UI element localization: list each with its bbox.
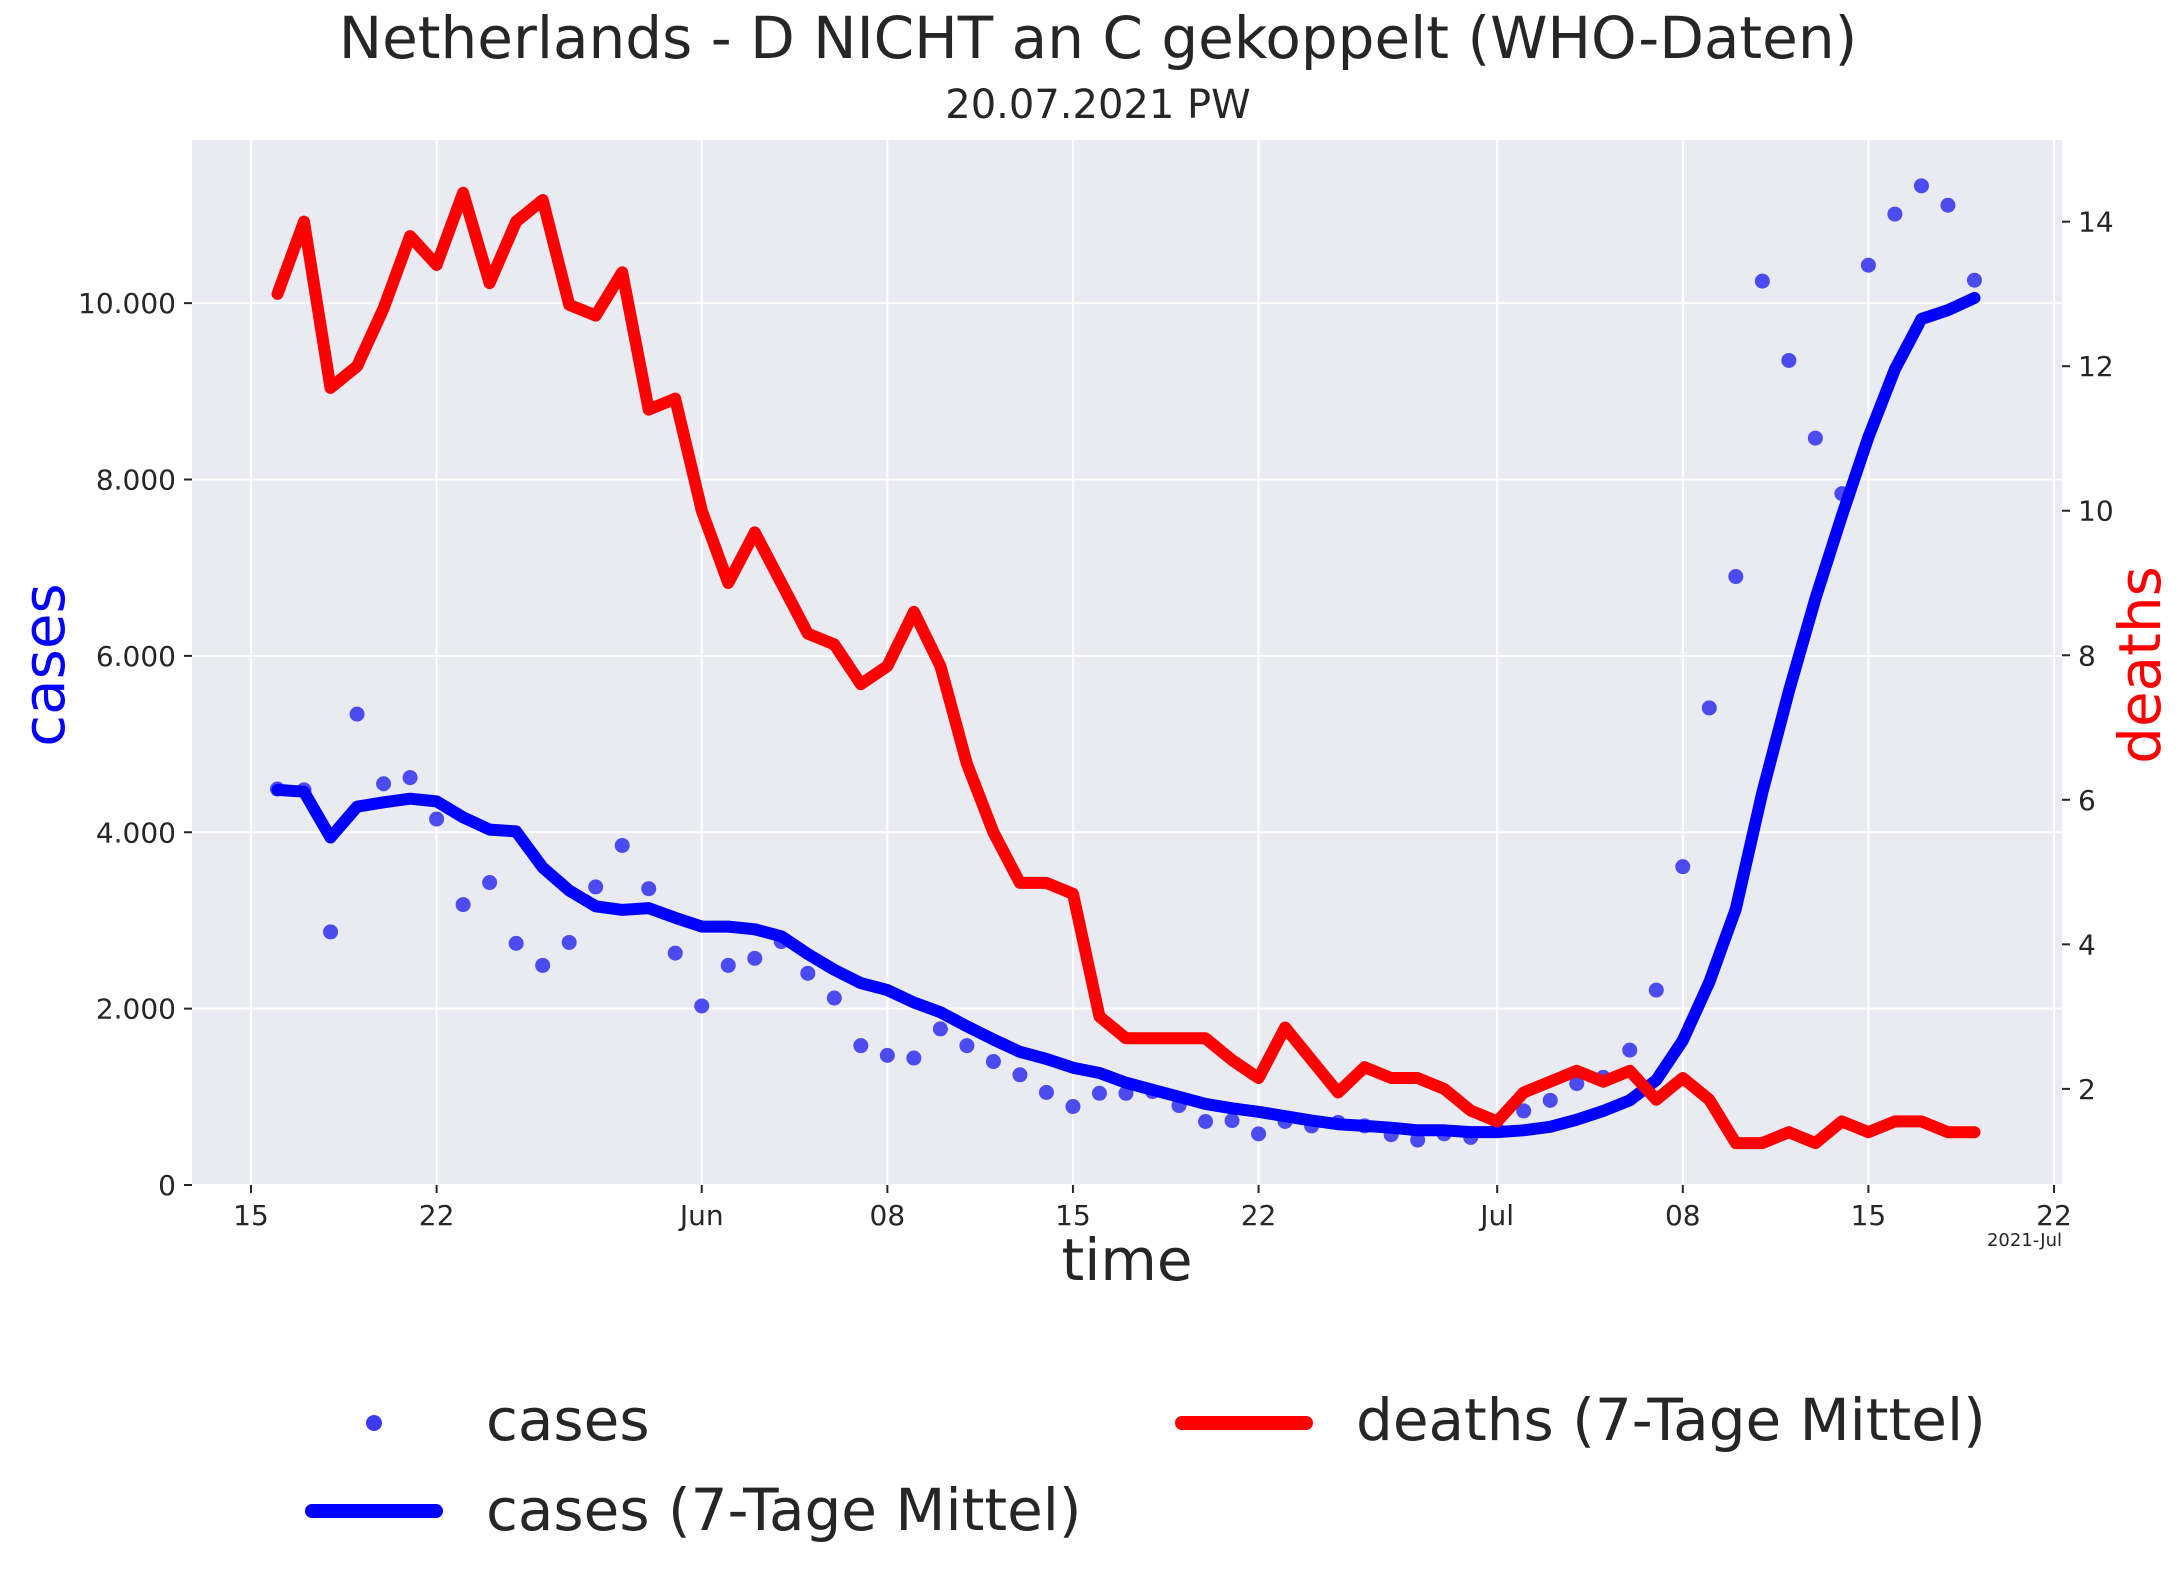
y-right-axis-ticks: 2 4 6 8 10 12 14 [2062, 206, 2114, 1106]
cases-point [1807, 430, 1823, 446]
cases-point [1728, 569, 1744, 585]
cases-point [932, 1021, 948, 1037]
x-gridlines [250, 140, 2055, 1185]
cases-point [853, 1038, 869, 1054]
cases-point [1860, 257, 1876, 273]
cases-point [985, 1054, 1001, 1070]
y-right-tick-label: 8 [2078, 639, 2096, 672]
x-tick-label: 22 [419, 1199, 455, 1232]
cases-point [1038, 1084, 1054, 1100]
cases-point [1913, 178, 1929, 194]
x-tick-label: 08 [870, 1199, 906, 1232]
y-left-tick-label: 2.000 [96, 993, 176, 1026]
y-left-tick-label: 0 [158, 1169, 176, 1202]
y-left-tick-label: 8.000 [96, 464, 176, 497]
y-left-tick-label: 4.000 [96, 816, 176, 849]
x-tick-label: 15 [1055, 1199, 1091, 1232]
cases-point [1675, 859, 1691, 875]
cases-point [906, 1050, 922, 1066]
y-right-axis-label: deaths [2106, 566, 2174, 764]
cases-point [535, 957, 551, 973]
cases-point [1648, 982, 1664, 998]
cases-point [1224, 1113, 1240, 1129]
cases-point [1966, 272, 1982, 288]
cases-point [1569, 1076, 1585, 1092]
cases-point [614, 837, 630, 853]
y-right-tick-label: 2 [2078, 1073, 2096, 1106]
x-tick-label: 08 [1665, 1199, 1701, 1232]
legend: cases cases (7-Tage Mittel) deaths (7-Ta… [305, 1386, 1986, 1544]
cases-point [349, 706, 365, 722]
chart-title: Netherlands - D NICHT an C gekoppelt (WH… [339, 4, 1858, 72]
x-tick-label: Jul [1478, 1199, 1514, 1232]
x-axis-ticks: 15 22 Jun 08 15 22 Jul 08 15 22 [233, 1185, 2072, 1232]
y-left-tick-label: 6.000 [96, 640, 176, 673]
cases-point [800, 965, 816, 981]
chart-subtitle: 20.07.2021 PW [945, 82, 1250, 128]
cases-point [508, 935, 524, 951]
cases-point [1091, 1085, 1107, 1101]
x-tick-label: 22 [2036, 1199, 2072, 1232]
deaths-7day-average-line [271, 186, 1981, 1150]
y-right-tick-label: 12 [2078, 350, 2114, 383]
x-axis-label: time [1061, 1226, 1192, 1294]
cases-point [879, 1047, 895, 1063]
cases-point [1622, 1042, 1638, 1058]
plot-area [192, 140, 2062, 1185]
legend-cases-average-label: cases (7-Tage Mittel) [486, 1476, 1082, 1544]
cases-point [455, 897, 471, 913]
cases-point [1251, 1126, 1267, 1142]
cases-point [1781, 352, 1797, 368]
cases-point [1940, 197, 1956, 213]
x-tick-label: 15 [233, 1199, 269, 1232]
cases-point [1701, 700, 1717, 716]
legend-cases-marker [366, 1415, 382, 1431]
cases-point [641, 881, 657, 897]
x-tick-label: 22 [1241, 1199, 1277, 1232]
y-left-tick-label: 10.000 [78, 287, 176, 320]
cases-point [1887, 206, 1903, 222]
cases-point [402, 770, 418, 786]
y-right-tick-label: 4 [2078, 928, 2096, 961]
cases-point [747, 950, 763, 966]
cases-point [1516, 1103, 1532, 1119]
cases-point [561, 934, 577, 950]
legend-deaths-average-label: deaths (7-Tage Mittel) [1356, 1386, 1986, 1454]
y-left-axis-label: cases [10, 583, 78, 747]
cases-point [826, 990, 842, 1006]
y-left-axis-ticks: 0 2.000 4.000 6.000 8.000 10.000 [78, 287, 192, 1202]
cases-point [482, 875, 498, 891]
cases-point [1542, 1092, 1558, 1108]
y-right-tick-label: 6 [2078, 784, 2096, 817]
y-right-tick-label: 10 [2078, 495, 2114, 528]
cases-point [376, 776, 392, 792]
legend-cases-label: cases [486, 1386, 650, 1454]
cases-point [1754, 273, 1770, 289]
cases-point [720, 957, 736, 973]
cases-point [959, 1038, 975, 1054]
cases-point [1198, 1114, 1214, 1130]
y-right-tick-label: 14 [2078, 206, 2114, 239]
x-axis-offset-label: 2021-Jul [1987, 1230, 2062, 1251]
cases-point [588, 879, 604, 895]
cases-7day-average-line [271, 291, 1981, 1139]
cases-point [1065, 1099, 1081, 1115]
cases-point [1012, 1067, 1028, 1083]
cases-point [429, 811, 445, 827]
cases-point [667, 945, 683, 961]
x-tick-label: Jun [678, 1199, 724, 1232]
x-tick-label: 15 [1851, 1199, 1887, 1232]
cases-point [323, 924, 339, 940]
cases-point [694, 998, 710, 1014]
